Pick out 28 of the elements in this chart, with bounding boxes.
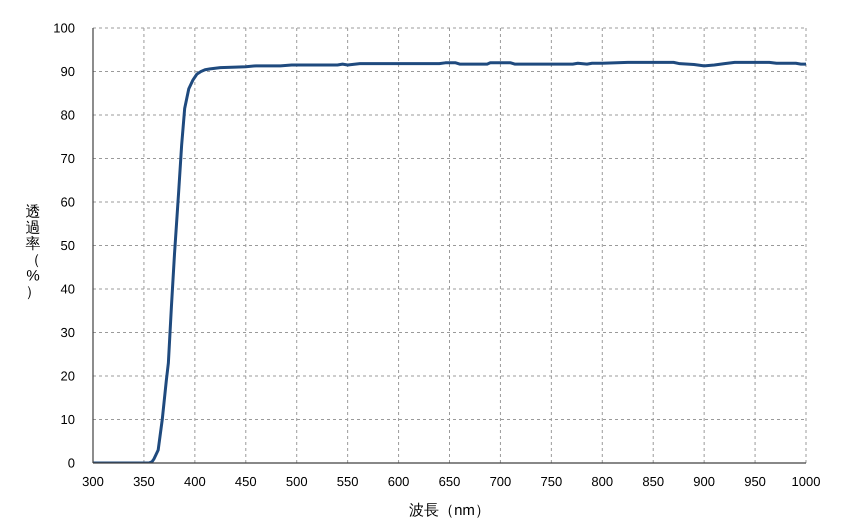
y-tick-label: 60 (60, 194, 75, 210)
y-tick-label: 10 (60, 412, 75, 428)
x-tick-label: 300 (82, 474, 104, 490)
y-tick-label: 40 (60, 282, 75, 297)
x-tick-label: 950 (744, 474, 766, 490)
x-tick-label: 600 (388, 474, 410, 490)
x-tick-label: 400 (184, 474, 206, 490)
x-axis-title: 波長（nm） (409, 502, 490, 519)
x-tick-label: 450 (234, 474, 257, 490)
y-tick-label: 20 (60, 368, 75, 384)
y-axis-title: 透過率（%） (26, 204, 40, 300)
x-tick-label: 850 (642, 474, 664, 490)
x-tick-label: 700 (490, 474, 512, 490)
x-tick-label: 750 (540, 474, 562, 490)
y-tick-label: 100 (53, 20, 75, 36)
y-tick-label: 70 (60, 151, 75, 166)
x-tick-label: 550 (336, 474, 358, 490)
y-tick-label: 90 (60, 64, 75, 80)
x-tick-label: 800 (591, 474, 614, 490)
x-tick-label: 900 (693, 474, 715, 490)
x-tick-label: 500 (286, 474, 308, 490)
x-tick-label: 350 (133, 474, 155, 490)
y-tick-label: 80 (60, 108, 75, 123)
x-tick-label: 1000 (792, 474, 820, 490)
y-tick-label: 0 (68, 456, 75, 471)
y-tick-label: 50 (60, 238, 75, 254)
y-tick-label: 30 (60, 325, 75, 340)
x-tick-label: 650 (438, 474, 460, 490)
